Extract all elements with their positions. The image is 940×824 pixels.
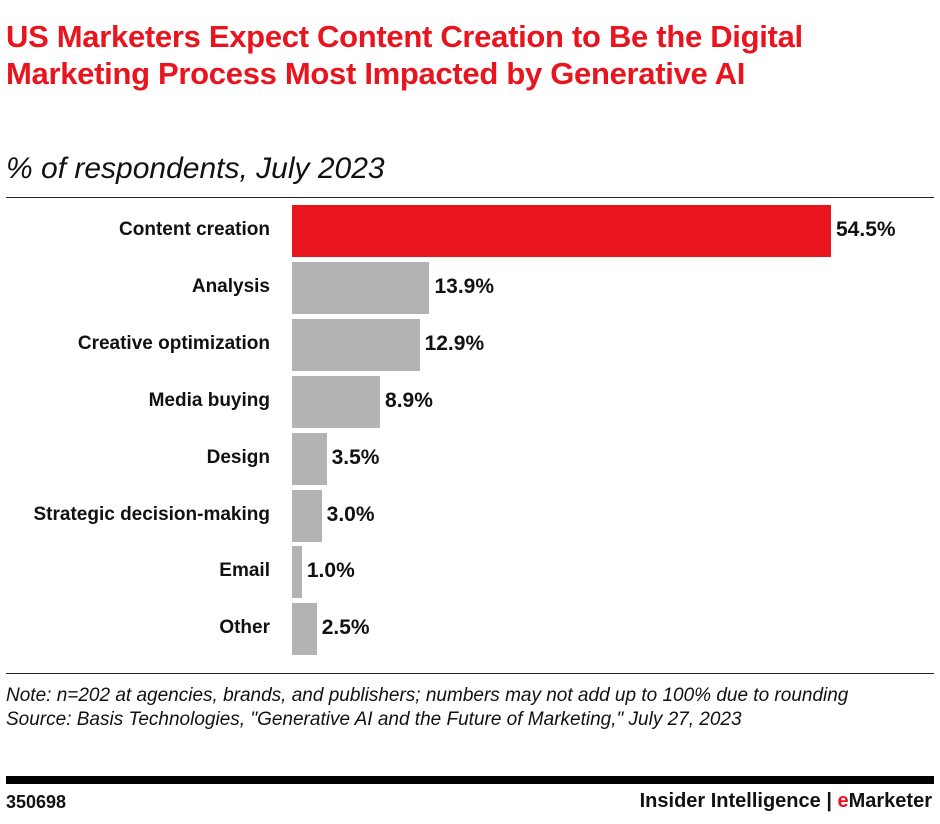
footer-divider xyxy=(6,776,934,784)
data-label: 8.9% xyxy=(385,388,433,412)
chart-id: 350698 xyxy=(6,792,67,812)
category-label: Other xyxy=(219,617,270,639)
brand-marketer: Marketer xyxy=(848,790,932,812)
data-label: 54.5% xyxy=(836,218,896,241)
category-label: Email xyxy=(219,560,270,582)
note-text: Note: n=202 at agencies, brands, and pub… xyxy=(6,685,849,706)
category-label: Media buying xyxy=(148,389,270,411)
brand-logo: Insider Intelligence | eMarketer xyxy=(640,790,932,813)
data-label: 1.0% xyxy=(306,559,355,583)
data-label: 3.5% xyxy=(331,445,380,469)
data-label: 3.0% xyxy=(326,502,375,526)
category-label: Analysis xyxy=(191,275,270,297)
bar xyxy=(292,261,430,314)
bar xyxy=(292,318,420,371)
category-label: Creative optimization xyxy=(77,332,270,354)
brand-e: e xyxy=(837,790,849,812)
brand-insider: Insider Intelligence | xyxy=(639,790,838,812)
data-label: 12.9% xyxy=(424,331,485,355)
bar xyxy=(292,546,302,599)
chart-subtitle: % of respondents, July 2023 xyxy=(6,152,385,185)
bar xyxy=(292,432,327,485)
data-label: 2.5% xyxy=(321,616,370,640)
source-text: Source: Basis Technologies, "Generative … xyxy=(6,709,742,730)
category-label: Design xyxy=(206,446,270,468)
bar xyxy=(292,375,381,428)
bar xyxy=(292,205,831,257)
category-label: Content creation xyxy=(119,219,270,240)
chart-title: US Marketers Expect Content Creation to … xyxy=(6,19,803,91)
bar xyxy=(292,603,317,656)
bar xyxy=(292,489,322,542)
category-label: Strategic decision-making xyxy=(33,503,270,525)
data-label: 13.9% xyxy=(434,274,495,298)
bottom-divider xyxy=(6,673,934,674)
top-divider xyxy=(6,197,934,198)
notes: Note: n=202 at agencies, brands, and pub… xyxy=(6,684,931,732)
